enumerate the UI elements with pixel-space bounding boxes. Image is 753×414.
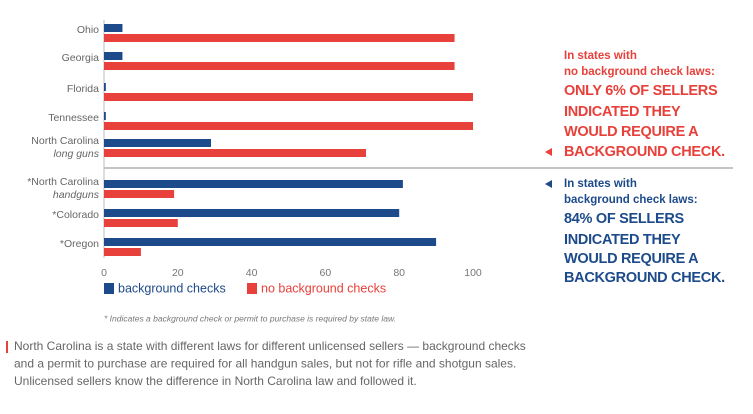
annotation-headline: 84% OF SELLERS xyxy=(564,211,685,227)
category-sublabel: handguns xyxy=(53,189,100,201)
bar xyxy=(104,34,455,42)
annotation-headline: BACKGROUND CHECK. xyxy=(564,270,725,286)
x-tick-label: 100 xyxy=(464,267,482,279)
bar xyxy=(104,190,175,198)
category-label: Florida xyxy=(67,83,99,95)
bar xyxy=(104,180,403,188)
bar xyxy=(104,112,106,120)
legend-swatch xyxy=(247,283,257,294)
legend-label: background checks xyxy=(118,281,226,295)
annotation-headline: INDICATED THEY xyxy=(564,232,681,248)
category-label: Georgia xyxy=(62,52,100,64)
bar xyxy=(104,238,437,246)
annotation-arrow xyxy=(545,148,552,156)
bar xyxy=(104,93,473,101)
x-tick-label: 0 xyxy=(101,267,107,279)
paragraph-line: North Carolina is a state with different… xyxy=(14,339,526,353)
bar xyxy=(104,219,178,227)
bar xyxy=(104,248,141,256)
category-label: *Oregon xyxy=(60,238,99,250)
category-label: North Carolina xyxy=(31,135,99,147)
x-tick-label: 60 xyxy=(320,267,332,279)
x-tick-label: 40 xyxy=(246,267,258,279)
annotation-intro: In states with xyxy=(564,178,637,190)
category-label: Tennessee xyxy=(48,112,99,124)
bar xyxy=(104,122,473,130)
legend-swatch xyxy=(104,283,114,294)
category-label: Ohio xyxy=(77,24,99,36)
paragraph-line: Unlicensed sellers know the difference i… xyxy=(14,374,417,388)
bar xyxy=(104,149,366,157)
annotation-intro: In states with xyxy=(564,50,637,62)
x-tick-label: 20 xyxy=(172,267,184,279)
annotation-headline: WOULD REQUIRE A xyxy=(564,251,699,267)
footnote: * Indicates a background check or permit… xyxy=(104,313,396,323)
bar xyxy=(104,24,123,32)
category-label: *North Carolina xyxy=(27,176,99,188)
bar xyxy=(104,139,212,147)
annotation-headline: WOULD REQUIRE A xyxy=(564,124,699,140)
bar xyxy=(104,83,106,91)
annotation-headline: ONLY 6% OF SELLERS xyxy=(564,83,718,99)
x-tick-label: 80 xyxy=(393,267,405,279)
annotation-intro: no background check laws: xyxy=(564,66,715,78)
paragraph-line: and a permit to purchase are required fo… xyxy=(14,357,516,371)
category-label: *Colorado xyxy=(52,209,99,221)
bar xyxy=(104,209,400,217)
bar xyxy=(104,52,123,60)
annotation-headline: BACKGROUND CHECK. xyxy=(564,144,725,160)
annotation-arrow xyxy=(545,180,552,188)
category-sublabel: long guns xyxy=(53,148,99,160)
legend-label: no background checks xyxy=(261,281,386,295)
annotation-intro: background check laws: xyxy=(564,194,698,206)
paragraph-marker xyxy=(6,341,8,353)
annotation-headline: INDICATED THEY xyxy=(564,104,681,120)
bar xyxy=(104,62,455,70)
